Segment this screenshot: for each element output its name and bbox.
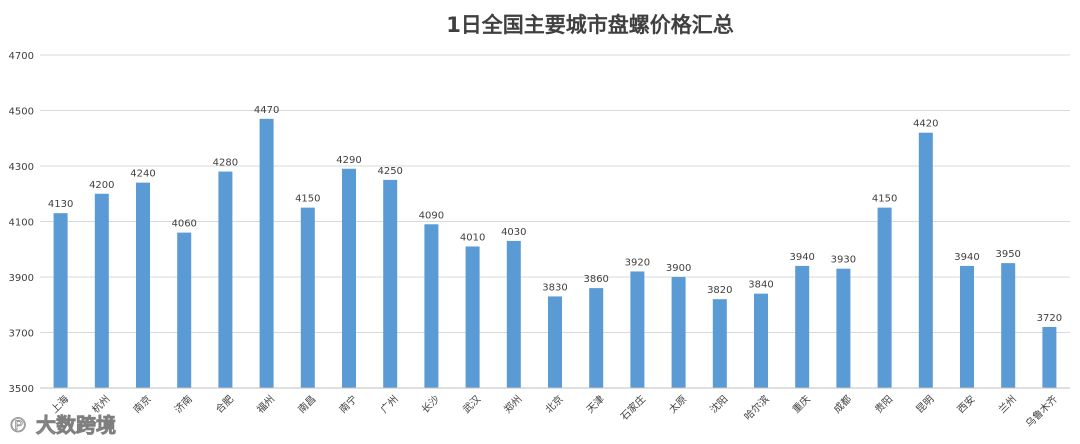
x-tick-label: 太原	[666, 392, 689, 415]
data-label: 4010	[460, 232, 485, 243]
x-tick-label: 哈尔滨	[741, 392, 771, 422]
x-tick-label: 石家庄	[618, 392, 648, 422]
data-label: 4090	[419, 210, 444, 221]
bar-8	[342, 168, 356, 388]
data-label: 3840	[748, 280, 773, 291]
bar-13	[548, 296, 562, 388]
x-tick-label: 兰州	[996, 392, 1019, 415]
data-label: 3940	[954, 252, 979, 263]
x-tick-label: 长沙	[419, 393, 442, 416]
bar-10	[424, 224, 439, 388]
x-tick-label: 乌鲁木齐	[1023, 392, 1060, 429]
watermark: ℗ 大数跨境	[8, 413, 117, 438]
data-label: 4130	[48, 199, 73, 210]
x-tick-label: 郑州	[501, 392, 524, 415]
bar-23	[960, 265, 974, 388]
data-label: 3900	[666, 263, 691, 274]
x-tick-label: 天津	[584, 393, 607, 416]
watermark-logo-icon: ℗	[8, 413, 28, 437]
x-axis-ticks: 上海 杭州 南京 济南 合肥 福州 南昌 南宁 广州 长沙 武汉 郑州 北京 天津 石家庄 太原 沈阳 哈尔滨 重庆…	[48, 392, 1060, 429]
bar-12	[506, 240, 521, 388]
data-label: 4470	[254, 105, 279, 116]
data-label: 4240	[130, 169, 155, 180]
y-tick-label: 3700	[9, 329, 34, 340]
x-tick-label: 贵阳	[872, 392, 895, 415]
data-label: 3930	[831, 255, 856, 266]
bar-17	[712, 299, 727, 388]
data-label: 4420	[913, 119, 938, 130]
bar-19	[795, 265, 810, 388]
watermark-text: 大数跨境	[36, 413, 116, 437]
bar-3	[136, 182, 150, 388]
y-tick-label: 3900	[9, 273, 34, 284]
x-tick-label: 武汉	[460, 392, 483, 415]
x-tick-label: 成都	[831, 393, 854, 416]
x-tick-label: 西安	[954, 392, 977, 415]
y-axis-ticks: 3500 3700 3900 4100 4300 4500 4700	[9, 51, 34, 395]
y-tick-label: 4700	[9, 51, 34, 62]
bar-15	[630, 271, 645, 388]
bar-4	[177, 232, 192, 388]
bars	[53, 118, 1057, 388]
data-label: 3950	[995, 249, 1020, 260]
x-tick-label: 福州	[254, 392, 277, 415]
data-label: 4290	[336, 155, 361, 166]
data-label: 3920	[625, 257, 650, 268]
y-tick-label: 4500	[9, 107, 34, 118]
x-tick-label: 广州	[378, 393, 401, 416]
data-label: 4150	[295, 194, 320, 205]
y-tick-label: 4300	[9, 162, 34, 173]
data-label: 4200	[89, 180, 114, 191]
x-tick-label: 重庆	[790, 392, 813, 415]
data-label: 3830	[542, 282, 567, 293]
bar-24	[1001, 263, 1016, 388]
bar-16	[671, 277, 686, 388]
data-labels: 4130 4200 4240 4060 4280 4470 4150 4290 4250 4090…	[48, 105, 1062, 324]
bar-5	[218, 171, 233, 388]
x-tick-label: 沈阳	[707, 392, 730, 415]
x-tick-label: 济南	[172, 392, 195, 415]
bar-21	[877, 207, 892, 388]
bar-14	[589, 288, 604, 388]
x-tick-label: 合肥	[213, 392, 236, 415]
bar-18	[754, 293, 768, 388]
data-label: 3860	[583, 274, 608, 285]
data-label: 4250	[377, 166, 402, 177]
gridlines	[40, 54, 1070, 333]
data-label: 4060	[171, 219, 196, 230]
bar-2	[94, 193, 109, 388]
chart-title: 1日全国主要城市盘螺价格汇总	[446, 13, 734, 37]
data-label: 3940	[789, 252, 814, 263]
x-tick-label: 南昌	[295, 392, 318, 415]
bar-1	[53, 213, 68, 388]
x-tick-label: 南宁	[336, 392, 359, 415]
data-label: 4150	[872, 194, 897, 205]
bar-6	[259, 118, 274, 388]
data-label: 4280	[213, 158, 238, 169]
data-label: 3820	[707, 285, 732, 296]
bar-25	[1042, 326, 1057, 388]
bar-9	[383, 179, 398, 388]
x-tick-label: 昆明	[914, 393, 937, 416]
bar-20	[836, 268, 851, 388]
data-label: 3720	[1037, 313, 1062, 324]
x-tick-label: 北京	[542, 392, 565, 415]
y-tick-label: 3500	[9, 384, 34, 395]
bar-11	[465, 246, 480, 388]
data-label: 4030	[501, 227, 526, 238]
bar-7	[300, 207, 315, 388]
y-tick-label: 4100	[9, 218, 34, 229]
bar-22	[918, 132, 933, 388]
x-tick-label: 南京	[130, 392, 153, 415]
